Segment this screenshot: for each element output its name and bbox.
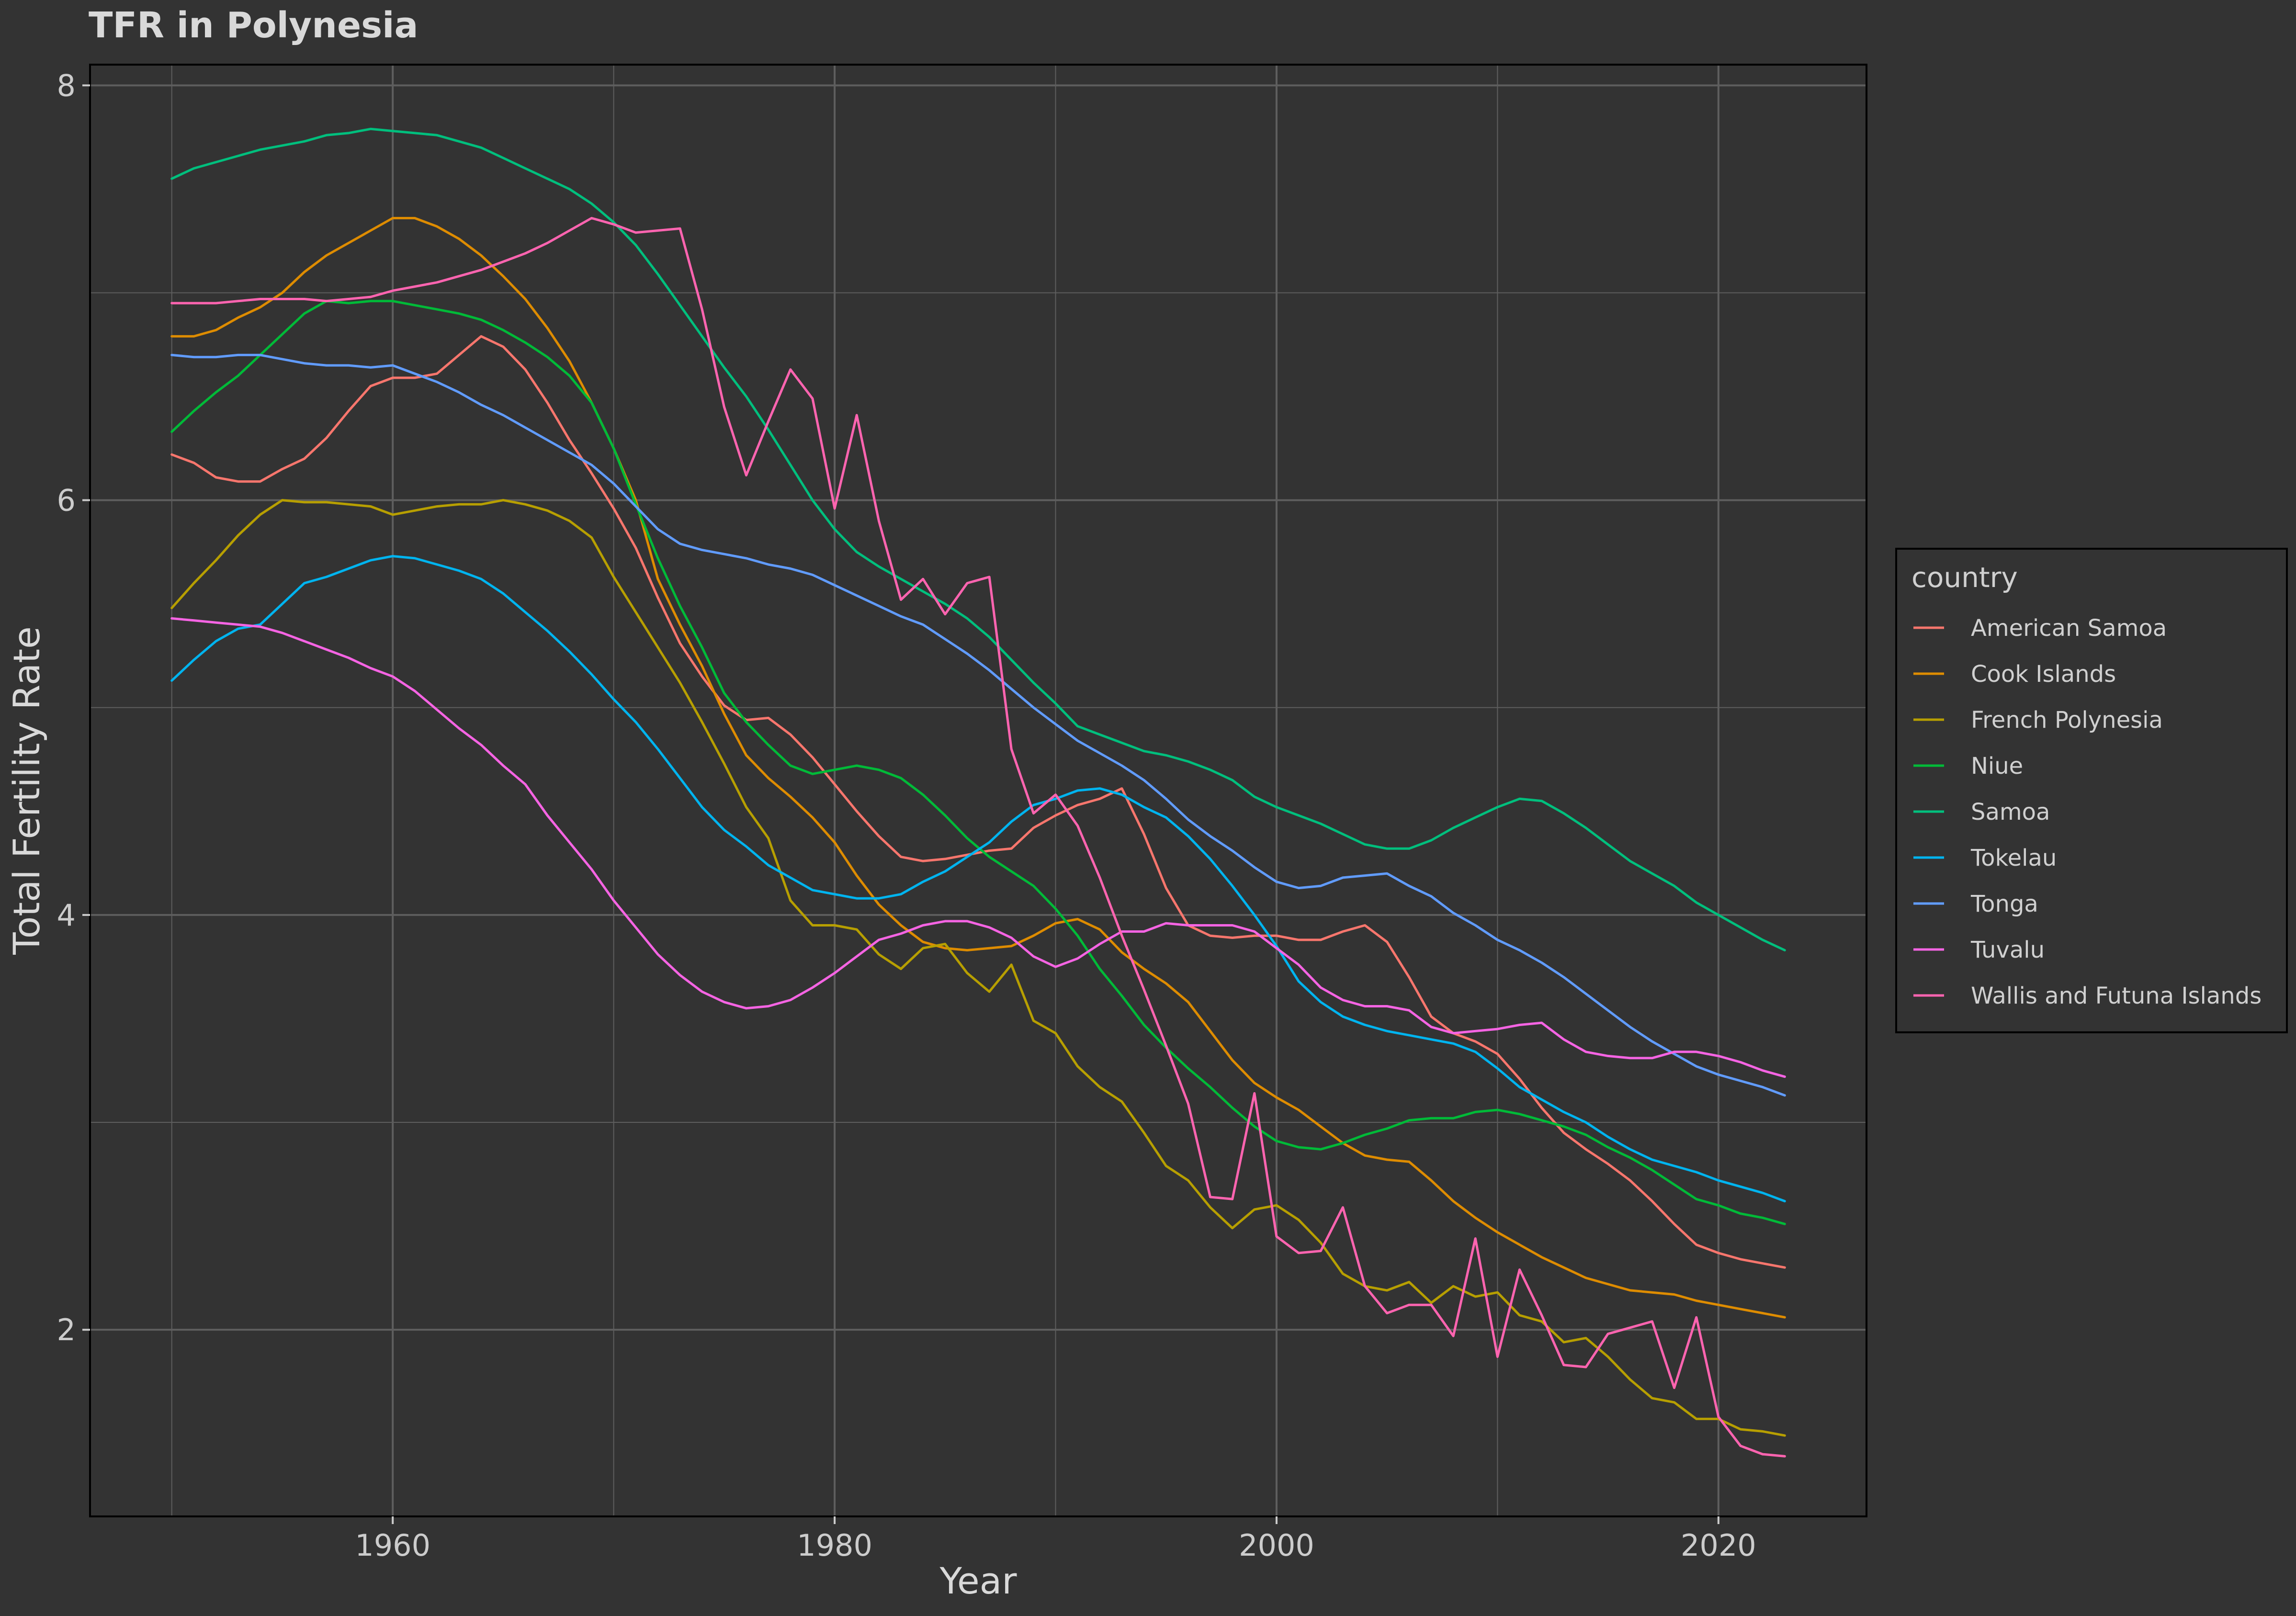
series-line	[170, 353, 1786, 1097]
legend-label: Tokelau	[1970, 845, 2057, 871]
y-tick-label: 6	[57, 483, 76, 518]
y-tick-label: 2	[57, 1312, 76, 1347]
x-tick-label: 1980	[797, 1528, 872, 1563]
legend-label: Wallis and Futuna Islands	[1971, 983, 2262, 1009]
legend-box	[1895, 548, 2288, 1033]
plot-panel	[89, 64, 1867, 1517]
x-axis-title: Year	[939, 1559, 1018, 1602]
legend-title: country	[1911, 561, 2018, 594]
y-tick-label: 8	[57, 68, 76, 103]
legend-label: French Polynesia	[1971, 707, 2163, 734]
series-line	[170, 300, 1786, 1225]
series-line	[170, 217, 1786, 1458]
minor-gridlines	[90, 65, 1866, 1516]
x-tick-label: 1960	[355, 1528, 430, 1563]
series-line	[170, 617, 1786, 1078]
x-tick-label: 2020	[1681, 1528, 1756, 1563]
panel-frame	[89, 64, 1867, 1517]
x-axis: 1960 1980 2000 2020	[355, 1516, 1756, 1563]
major-gridlines	[90, 65, 1866, 1516]
legend-label: Cook Islands	[1971, 661, 2116, 688]
legend-label: Tonga	[1970, 891, 2038, 917]
legend: country American Samoa Cook Islands French…	[1895, 548, 2288, 1033]
y-axis: 2 4 6 8	[57, 68, 90, 1347]
legend-label: Tuvalu	[1970, 937, 2045, 963]
series-line	[170, 499, 1786, 1437]
legend-label: American Samoa	[1971, 615, 2167, 642]
series-line	[170, 127, 1786, 951]
series-lines	[170, 127, 1786, 1458]
series-line	[170, 555, 1786, 1203]
legend-items: American Samoa Cook Islands French Polynes…	[1913, 615, 2262, 1009]
series-line	[170, 335, 1786, 1269]
series-line	[170, 217, 1786, 1319]
y-tick-label: 4	[57, 898, 76, 933]
chart-title: TFR in Polynesia	[89, 5, 418, 46]
legend-label: Niue	[1971, 753, 2023, 780]
panel-background	[90, 65, 1866, 1516]
legend-label: Samoa	[1971, 799, 2050, 825]
x-tick-label: 2000	[1239, 1528, 1314, 1563]
y-axis-title: Total Fertility Rate	[5, 626, 48, 955]
